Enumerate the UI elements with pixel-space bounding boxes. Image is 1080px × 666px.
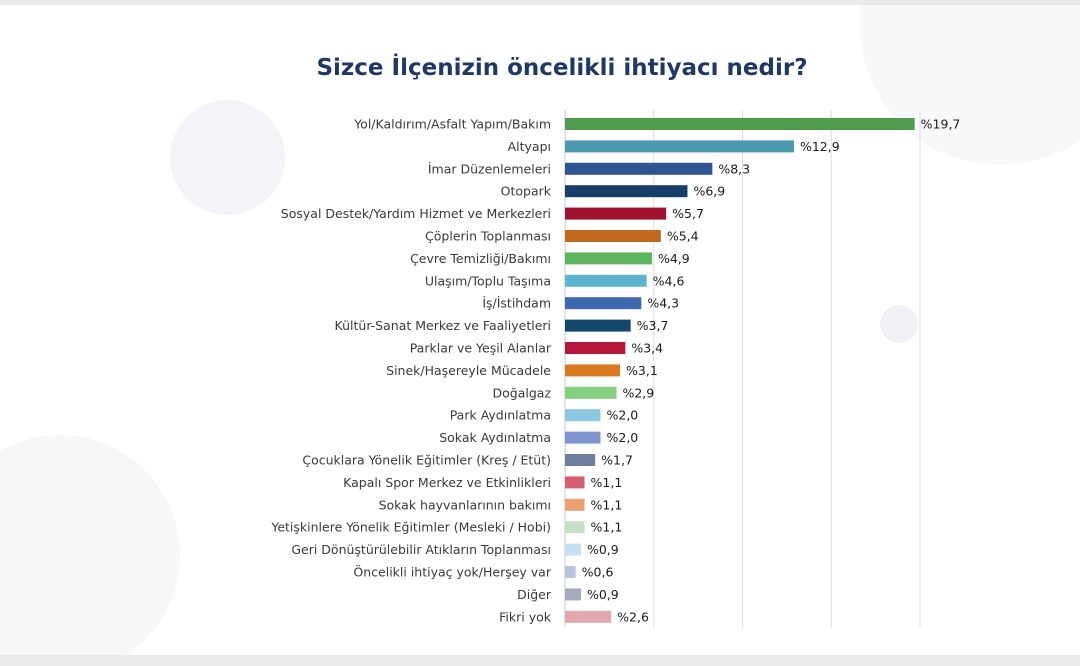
bar — [565, 498, 585, 511]
category-label: Otopark — [501, 184, 552, 199]
bar — [565, 140, 794, 153]
bars — [565, 118, 915, 623]
value-label: %4,9 — [658, 251, 690, 266]
category-label: İmar Düzenlemeleri — [428, 161, 551, 176]
category-label: Kültür-Sanat Merkez ve Faaliyetleri — [335, 318, 551, 333]
category-label: Yetişkinlere Yönelik Eğitimler (Mesleki … — [270, 520, 551, 535]
bar — [565, 431, 601, 444]
category-label: İş/İstihdam — [482, 296, 551, 311]
category-label: Çevre Temizliği/Bakımı — [410, 251, 551, 266]
category-label: Yol/Kaldırım/Asfalt Yapım/Bakım — [353, 117, 551, 132]
value-label: %1,1 — [591, 520, 623, 535]
value-label: %1,1 — [591, 497, 623, 512]
bar — [565, 207, 667, 220]
category-label: Sokak hayvanlarının bakımı — [379, 497, 551, 512]
value-label: %6,9 — [693, 184, 725, 199]
value-label: %1,1 — [591, 475, 623, 490]
value-label: %0,9 — [587, 542, 619, 557]
category-label: Çöplerin Toplanması — [425, 229, 551, 244]
category-label: Doğalgaz — [493, 385, 552, 400]
bar — [565, 364, 621, 377]
value-label: %8,3 — [718, 161, 750, 176]
value-label: %4,3 — [647, 296, 679, 311]
value-label: %5,4 — [667, 229, 699, 244]
value-label: %0,9 — [587, 587, 619, 602]
chart-title: Sizce İlçenizin öncelikli ihtiyacı nedir… — [316, 55, 808, 81]
value-label: %19,7 — [921, 117, 961, 132]
category-label: Diğer — [517, 587, 552, 602]
value-label: %2,9 — [622, 385, 654, 400]
value-label: %2,0 — [607, 408, 639, 423]
bar — [565, 409, 601, 422]
category-label: Sinek/Haşereyle Mücadele — [386, 363, 551, 378]
bar — [565, 543, 581, 556]
bar — [565, 342, 626, 354]
bar — [565, 588, 581, 601]
value-label: %2,0 — [607, 430, 639, 445]
category-label: Sokak Aydınlatma — [439, 430, 551, 445]
slide-background: Sizce İlçenizin öncelikli ihtiyacı nedir… — [0, 5, 1080, 655]
value-label: %1,7 — [601, 453, 633, 468]
value-label: %3,1 — [626, 363, 658, 378]
bar — [565, 476, 585, 489]
value-label: %5,7 — [672, 206, 704, 221]
bar — [565, 185, 688, 198]
category-label: Ulaşım/Toplu Taşıma — [425, 273, 551, 288]
decorative-circle — [170, 100, 285, 215]
category-label: Parklar ve Yeşil Alanlar — [410, 341, 552, 356]
category-label: Fikri yok — [499, 609, 552, 624]
bar-chart: Yol/Kaldırım/Asfalt Yapım/Bakım Altyapı İm… — [270, 110, 961, 628]
bar — [565, 274, 647, 287]
bar — [565, 386, 617, 399]
bar — [565, 610, 612, 623]
bar — [565, 118, 915, 130]
bar — [565, 454, 596, 466]
value-label: %0,6 — [582, 565, 614, 580]
category-label: Çocuklara Yönelik Eğitimler (Kreş / Etüt… — [302, 453, 551, 468]
decorative-circle — [880, 305, 918, 343]
value-label: %12,9 — [800, 139, 840, 154]
category-label: Öncelikli ihtiyaç yok/Herşey var — [353, 564, 551, 580]
bar — [565, 319, 631, 332]
value-label: %4,6 — [653, 273, 685, 288]
bar — [565, 521, 585, 534]
bar — [565, 252, 652, 265]
category-label: Geri Dönüştürülebilir Atıkların Toplanma… — [291, 542, 551, 557]
value-labels: %19,7 %12,9 %8,3 %6,9 %5,7 %5,4 %4,9 %4,6 %4,3 %3… — [582, 117, 961, 625]
bar — [565, 566, 576, 578]
category-label: Altyapı — [508, 139, 551, 154]
category-label: Park Aydınlatma — [450, 408, 551, 423]
bar — [565, 297, 642, 310]
category-label: Kapalı Spor Merkez ve Etkinlikleri — [343, 475, 551, 490]
category-label: Sosyal Destek/Yardım Hizmet ve Merkezler… — [281, 206, 551, 221]
value-label: %3,7 — [637, 318, 669, 333]
bar — [565, 162, 713, 175]
category-labels: Yol/Kaldırım/Asfalt Yapım/Bakım Altyapı İm… — [270, 117, 552, 625]
value-label: %3,4 — [631, 341, 663, 356]
value-label: %2,6 — [617, 609, 649, 624]
bar — [565, 230, 661, 242]
